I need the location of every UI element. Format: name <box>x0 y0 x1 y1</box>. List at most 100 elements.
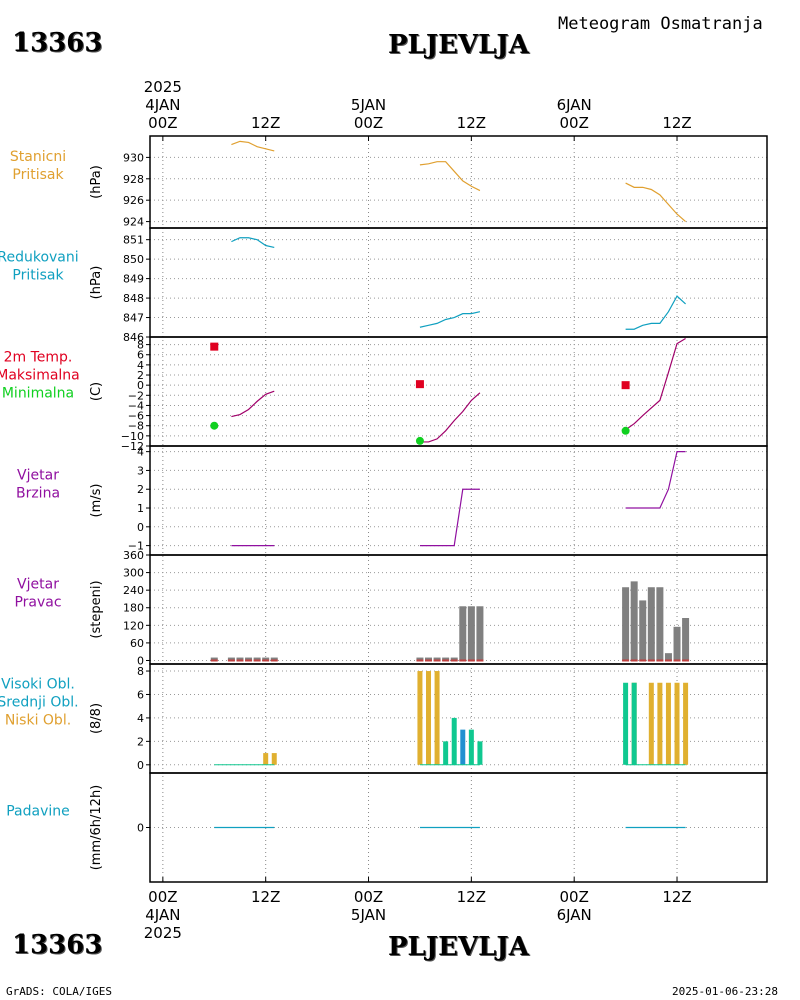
y-tick-label: 4 <box>137 359 144 372</box>
panel-reduced_pressure: 846 847 848 849 850 851 (hPa) Redukovani Pritisa… <box>0 227 768 344</box>
time-tick-label-top: 00Z <box>560 114 589 132</box>
panel-frame <box>149 135 768 229</box>
panel-cloud_cover: 0 2 4 6 8 (8/8) Visoki Obl. Srednji Obl. Niski O… <box>0 663 768 774</box>
date-label-bottom: 5JAN <box>351 906 386 924</box>
y-tick-label: −4 <box>128 399 144 412</box>
parameter-label: Pritisak <box>12 268 64 284</box>
tmin-marker <box>415 436 424 445</box>
time-tick-label-bottom: 12Z <box>251 888 280 906</box>
cloud-bar <box>451 717 457 765</box>
cloud-bar <box>683 682 689 765</box>
wind-direction-bar <box>673 626 681 661</box>
panel-precipitation: 0 (mm/6h/12h) Padavine <box>6 772 768 883</box>
time-tick-label-top: 00Z <box>148 114 177 132</box>
cloud-bar <box>271 753 277 765</box>
y-tick-label: 6 <box>137 349 144 362</box>
parameter-label: Vjetar <box>17 577 59 593</box>
parameter-label: Brzina <box>16 486 60 502</box>
cloud-bar <box>477 741 483 765</box>
time-tick-label-bottom: 00Z <box>354 888 383 906</box>
time-tick-label-bottom: 12Z <box>457 888 486 906</box>
y-tick-label: 0 <box>137 822 144 835</box>
y-tick-label: 1 <box>137 502 144 515</box>
station-id-top: 13363 <box>12 28 103 58</box>
y-tick-label: −2 <box>128 389 144 402</box>
wind-direction-bar <box>442 657 450 661</box>
date-label-bottom: 6JAN <box>557 906 592 924</box>
parameter-label: Pravac <box>14 595 61 611</box>
y-tick-label: 180 <box>123 602 144 615</box>
y-tick-label: 4 <box>137 712 144 725</box>
time-tick-label-top: 12Z <box>251 114 280 132</box>
y-tick-label: 6 <box>137 688 144 701</box>
time-tick-label-top: 12Z <box>662 114 691 132</box>
panel-wind_speed: −1 0 1 2 3 4 (m/s) Vjetar Brzina <box>16 445 768 556</box>
y-tick-label: 360 <box>123 549 144 562</box>
wind-direction-bar <box>245 657 253 661</box>
series-line <box>419 311 481 328</box>
wind-direction-bar <box>227 657 235 661</box>
cloud-bar <box>657 682 663 765</box>
wind-direction-bar <box>253 657 261 661</box>
y-tick-label: −6 <box>128 410 144 423</box>
cloud-bar <box>460 729 466 765</box>
y-tick-label: −12 <box>121 440 144 453</box>
y-tick-label: 849 <box>123 273 144 286</box>
y-tick-label: −1 <box>128 540 144 553</box>
time-tick-label-bottom: 00Z <box>148 888 177 906</box>
y-tick-label: 0 <box>137 759 144 772</box>
tmax-marker <box>621 381 630 390</box>
parameter-label: Padavine <box>6 804 70 820</box>
year-label-bottom: 2025 <box>144 924 182 942</box>
cloud-bar <box>623 682 629 765</box>
y-tick-label: 851 <box>123 234 144 247</box>
wind-direction-bar <box>210 657 218 661</box>
time-tick-label-top: 12Z <box>457 114 486 132</box>
date-label-top: 4JAN <box>145 96 180 114</box>
series-line <box>231 237 275 249</box>
wind-direction-bar <box>425 657 433 661</box>
wind-direction-bar <box>647 587 655 661</box>
panel-frame <box>149 663 768 774</box>
parameter-label: Maksimalna <box>0 368 80 384</box>
series-line <box>625 338 686 431</box>
wind-direction-bar <box>433 657 441 661</box>
series-line <box>231 140 275 152</box>
footer-credit: GrADS: COLA/IGES <box>6 985 112 998</box>
series-line <box>419 488 480 547</box>
y-axis-unit: (hPa) <box>89 266 104 300</box>
y-tick-label: 0 <box>137 379 144 392</box>
series-line <box>231 390 275 418</box>
y-tick-label: 926 <box>123 194 144 207</box>
y-tick-label: 847 <box>123 312 144 325</box>
cloud-bar <box>263 753 269 765</box>
y-tick-label: 924 <box>123 216 144 229</box>
cloud-bar <box>648 682 654 765</box>
y-tick-label: 4 <box>137 446 144 459</box>
date-label-top: 5JAN <box>351 96 386 114</box>
series-line <box>419 161 481 192</box>
y-tick-label: 0 <box>137 521 144 534</box>
y-axis-unit: (mm/6h/12h) <box>89 785 104 871</box>
wind-direction-bar <box>682 617 690 661</box>
cloud-bar <box>443 741 449 765</box>
wind-direction-bar <box>416 657 424 661</box>
y-tick-label: 3 <box>137 464 144 477</box>
y-axis-unit: (hPa) <box>89 165 104 199</box>
wind-direction-bar <box>656 587 664 661</box>
y-tick-label: 850 <box>123 253 144 266</box>
tmin-marker <box>621 426 630 435</box>
parameter-label: Minimalna <box>2 386 74 402</box>
year-label-top: 2025 <box>144 78 182 96</box>
cloud-bar <box>434 671 440 765</box>
wind-direction-bar <box>476 606 484 661</box>
parameter-label: 2m Temp. <box>4 350 73 366</box>
station-id-bottom: 13363 <box>12 930 103 960</box>
panel-frame <box>149 772 768 883</box>
y-tick-label: 846 <box>123 331 144 344</box>
panel-wind_direction: 0 60 120 180 240 300 360 (stepeni) Vjetar Pravac <box>14 549 768 667</box>
time-tick-label-bottom: 12Z <box>662 888 691 906</box>
y-tick-label: 2 <box>137 735 144 748</box>
